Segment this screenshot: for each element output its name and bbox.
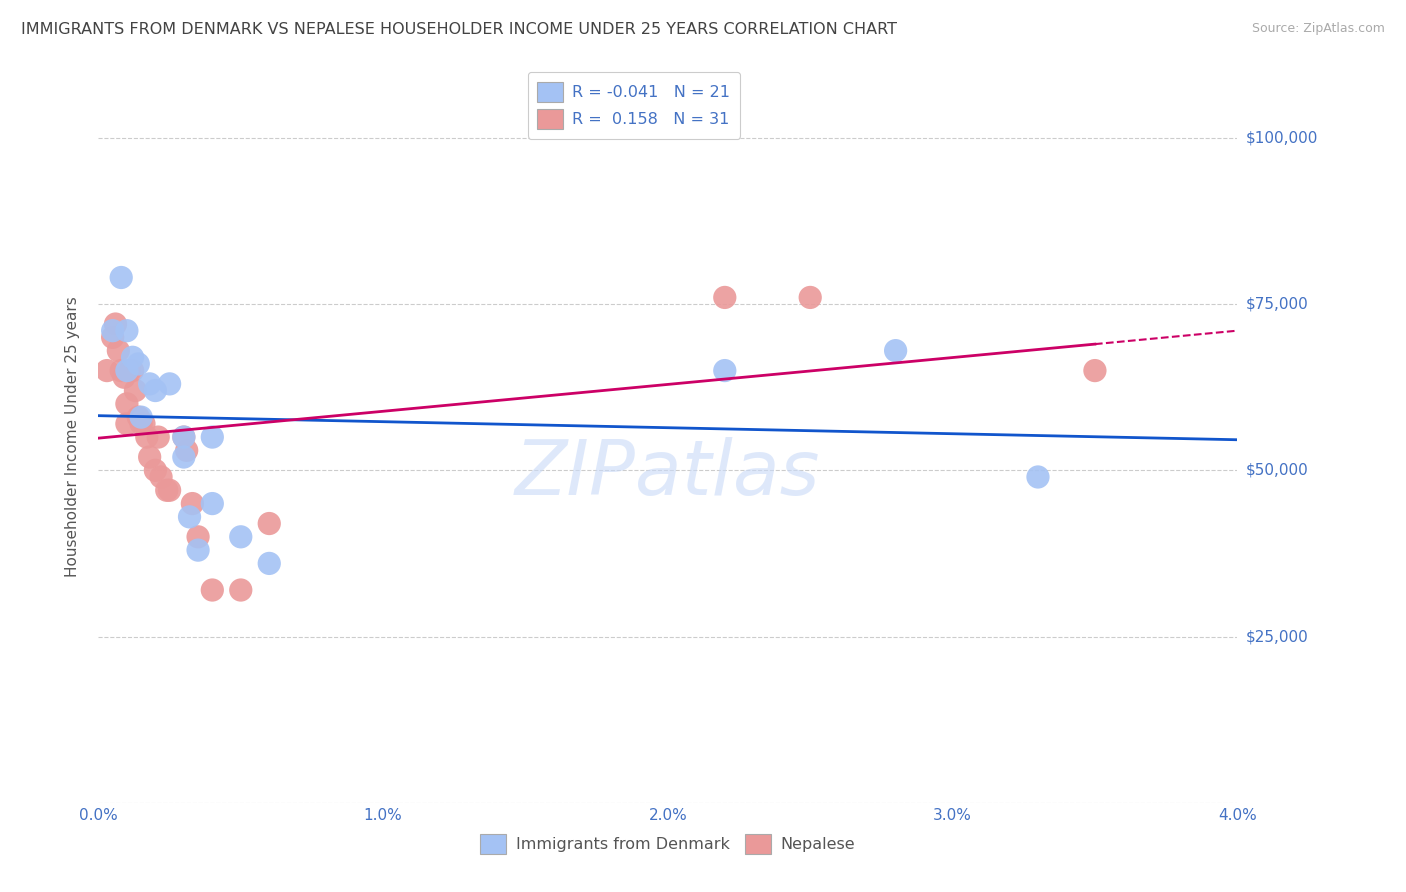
Point (145, 463, 167, 477)
Point (112, 370, 135, 384)
Y-axis label: Householder Income Under 25 years: Householder Income Under 25 years (65, 297, 80, 577)
Point (159, 483, 181, 498)
Legend: Immigrants from Denmark, Nepalese: Immigrants from Denmark, Nepalese (474, 828, 862, 861)
Point (110, 270, 132, 285)
Point (127, 357, 149, 371)
Text: $100,000: $100,000 (1246, 130, 1317, 145)
Point (96, 363, 118, 377)
Point (181, 497, 204, 511)
Point (101, 330, 124, 344)
Point (187, 530, 209, 544)
Point (110, 363, 132, 377)
Point (127, 410, 149, 425)
Point (259, 557, 281, 571)
Point (129, 410, 152, 425)
Point (118, 363, 141, 377)
Point (101, 324, 124, 338)
Point (150, 470, 173, 484)
Point (115, 363, 138, 377)
Point (176, 443, 198, 458)
Point (132, 417, 155, 431)
Text: $75,000: $75,000 (1246, 297, 1309, 311)
Point (1084, 363, 1107, 377)
Point (115, 324, 138, 338)
Point (714, 363, 737, 377)
Text: IMMIGRANTS FROM DENMARK VS NEPALESE HOUSEHOLDER INCOME UNDER 25 YEARS CORRELATIO: IMMIGRANTS FROM DENMARK VS NEPALESE HOUS… (21, 22, 897, 37)
Point (138, 376, 160, 391)
Point (173, 430, 195, 444)
Point (107, 343, 129, 358)
Point (135, 430, 157, 444)
Point (884, 343, 907, 358)
Point (124, 384, 146, 398)
Point (1026, 470, 1049, 484)
Text: Source: ZipAtlas.com: Source: ZipAtlas.com (1251, 22, 1385, 36)
Point (714, 290, 737, 304)
Point (173, 450, 195, 464)
Point (201, 497, 224, 511)
Text: $50,000: $50,000 (1246, 463, 1309, 478)
Point (121, 363, 143, 377)
Point (156, 483, 179, 498)
Point (138, 450, 160, 464)
Point (145, 384, 167, 398)
Point (115, 417, 138, 431)
Point (187, 543, 209, 558)
Point (115, 397, 138, 411)
Point (148, 430, 170, 444)
Point (104, 317, 127, 331)
Point (229, 530, 252, 544)
Point (259, 516, 281, 531)
Point (121, 351, 143, 365)
Point (799, 290, 821, 304)
Point (173, 430, 195, 444)
Point (179, 509, 201, 524)
Point (159, 376, 181, 391)
Text: $25,000: $25,000 (1246, 629, 1309, 644)
Point (229, 582, 252, 597)
Point (201, 582, 224, 597)
Point (129, 417, 152, 431)
Point (201, 430, 224, 444)
Text: ZIP​atlas: ZIP​atlas (515, 437, 821, 510)
